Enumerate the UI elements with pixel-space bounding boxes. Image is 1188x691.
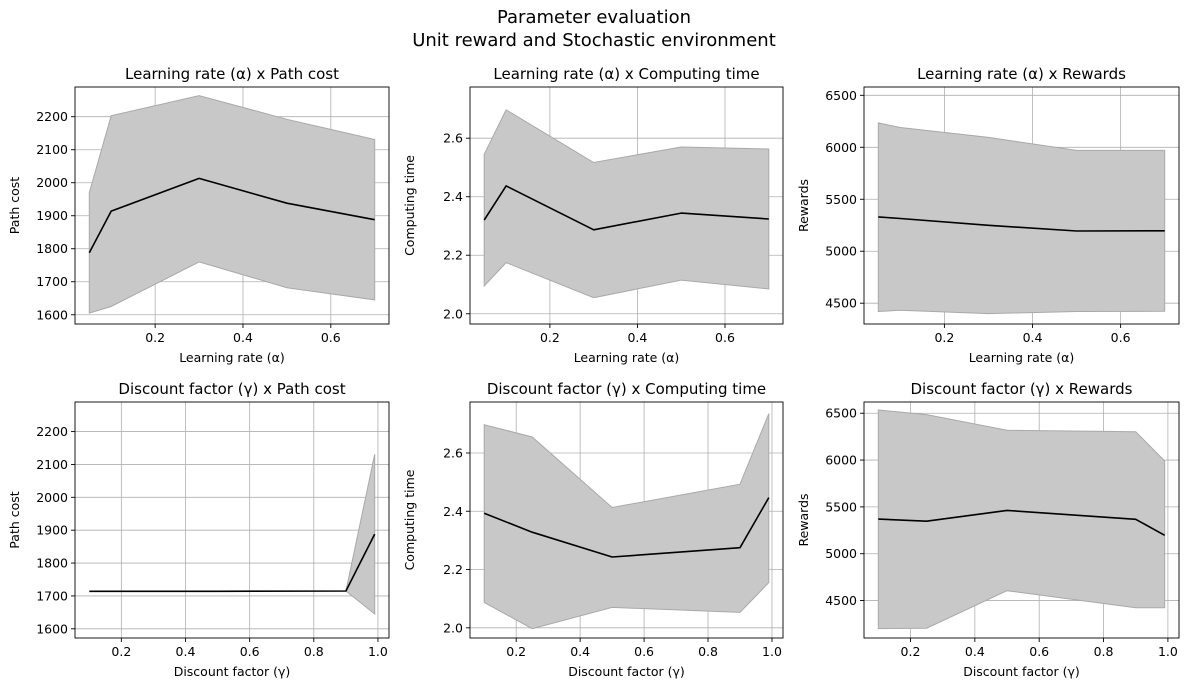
x-axis-label: Discount factor (γ)	[568, 664, 685, 679]
y-tick-label: 1900	[36, 208, 68, 223]
axes-frame	[469, 86, 784, 325]
x-axis-label: Learning rate (α)	[969, 350, 1075, 365]
y-tick-label: 2000	[36, 490, 68, 505]
y-axis-label: Computing time	[402, 469, 417, 570]
axes-frame	[469, 401, 784, 639]
std-band	[877, 409, 1166, 630]
subplot: 0.2 0.4 0.6 0.8 1.0 2.0 2.2 2.4 2.6 Discount fact…	[402, 380, 784, 679]
subplot-title: Learning rate (α) x Rewards	[917, 65, 1126, 83]
std-band	[89, 454, 376, 616]
x-axis-label: Learning rate (α)	[574, 350, 680, 365]
y-tick-label: 2200	[36, 424, 68, 439]
y-tick-label: 1700	[36, 274, 68, 289]
y-tick-label: 5000	[825, 244, 857, 259]
x-tick-label: 0.6	[1029, 644, 1049, 659]
x-tick-label: 0.2	[540, 330, 560, 345]
subplot-title: Discount factor (γ) x Path cost	[118, 380, 345, 398]
subplot-title: Learning rate (α) x Path cost	[125, 65, 339, 83]
y-axis-label: Path cost	[7, 491, 22, 548]
x-tick-label: 0.6	[715, 330, 735, 345]
y-tick-label: 2.0	[443, 620, 463, 635]
y-tick-label: 2.0	[443, 306, 463, 321]
x-tick-label: 0.4	[627, 330, 647, 345]
x-tick-label: 0.6	[1111, 330, 1131, 345]
y-tick-label: 1600	[36, 621, 68, 636]
x-tick-label: 1.0	[1158, 644, 1178, 659]
figure-subtitle: Unit reward and Stochastic environment	[412, 30, 776, 51]
y-axis-label: Path cost	[7, 177, 22, 234]
x-axis-label: Discount factor (γ)	[174, 664, 291, 679]
std-band	[483, 109, 770, 299]
x-tick-label: 0.2	[934, 330, 954, 345]
y-tick-label: 5000	[825, 546, 857, 561]
subplot-title: Discount factor (γ) x Rewards	[910, 380, 1132, 398]
x-tick-label: 0.8	[698, 644, 718, 659]
axes-frame	[863, 86, 1180, 325]
subplot: 0.2 0.4 0.6 0.8 1.0 4500 5000 5500 6000 6500 Disco…	[796, 380, 1180, 679]
y-axis-label: Rewards	[796, 493, 811, 546]
x-tick-label: 0.4	[570, 644, 590, 659]
x-tick-label: 0.4	[1023, 330, 1043, 345]
x-tick-label: 0.4	[965, 644, 985, 659]
x-tick-label: 0.6	[240, 644, 260, 659]
y-tick-label: 4500	[825, 593, 857, 608]
x-tick-label: 0.8	[1094, 644, 1114, 659]
y-tick-label: 6500	[825, 88, 857, 103]
x-tick-label: 1.0	[368, 644, 388, 659]
y-tick-label: 4500	[825, 296, 857, 311]
y-tick-label: 5500	[825, 192, 857, 207]
y-tick-label: 2.2	[443, 562, 463, 577]
y-tick-label: 1900	[36, 523, 68, 538]
x-axis-label: Discount factor (γ)	[963, 664, 1080, 679]
y-tick-label: 6000	[825, 140, 857, 155]
std-band	[877, 122, 1166, 315]
figure-title: Parameter evaluation	[496, 7, 692, 28]
subplot: 0.2 0.4 0.6 4500 5000 5500 6000 6500 Learning ra…	[796, 65, 1180, 365]
x-tick-label: 0.4	[176, 644, 196, 659]
y-tick-label: 5500	[825, 499, 857, 514]
x-tick-label: 0.8	[304, 644, 324, 659]
y-tick-label: 2.4	[443, 189, 463, 204]
axes-frame	[74, 86, 390, 325]
subplot-title: Discount factor (γ) x Computing time	[487, 380, 766, 398]
y-tick-label: 1600	[36, 307, 68, 322]
y-tick-label: 1800	[36, 556, 68, 571]
std-band	[88, 95, 376, 314]
y-tick-label: 2100	[36, 142, 68, 157]
subplot: 0.2 0.4 0.6 0.8 1.0 1600 1700 1800 1900 2000 2100 2…	[7, 380, 390, 679]
x-tick-label: 0.2	[145, 330, 165, 345]
y-axis-label: Computing time	[402, 155, 417, 256]
y-axis-label: Rewards	[796, 179, 811, 232]
x-tick-label: 0.2	[506, 644, 526, 659]
std-band	[483, 413, 770, 630]
subplot: 0.2 0.4 0.6 1600 1700 1800 1900 2000 2100 2200 Lea…	[7, 65, 390, 365]
y-tick-label: 2.4	[443, 504, 463, 519]
x-tick-label: 0.6	[634, 644, 654, 659]
y-tick-label: 6000	[825, 453, 857, 468]
y-tick-label: 2100	[36, 457, 68, 472]
x-tick-label: 0.2	[901, 644, 921, 659]
axes-frame	[863, 401, 1180, 639]
x-tick-label: 0.6	[321, 330, 341, 345]
axes-frame	[74, 401, 390, 639]
y-tick-label: 2.2	[443, 248, 463, 263]
y-tick-label: 2.6	[443, 131, 463, 146]
subplot: 0.2 0.4 0.6 2.0 2.2 2.4 2.6 Learning rate (α) x…	[402, 65, 784, 365]
x-tick-label: 1.0	[762, 644, 782, 659]
y-tick-label: 6500	[825, 406, 857, 421]
y-tick-label: 1700	[36, 588, 68, 603]
subplot-title: Learning rate (α) x Computing time	[493, 65, 759, 83]
x-axis-label: Learning rate (α)	[179, 350, 285, 365]
y-tick-label: 2200	[36, 109, 68, 124]
x-tick-label: 0.4	[233, 330, 253, 345]
y-tick-label: 1800	[36, 241, 68, 256]
y-tick-label: 2000	[36, 175, 68, 190]
y-tick-label: 2.6	[443, 445, 463, 460]
x-tick-label: 0.2	[111, 644, 131, 659]
